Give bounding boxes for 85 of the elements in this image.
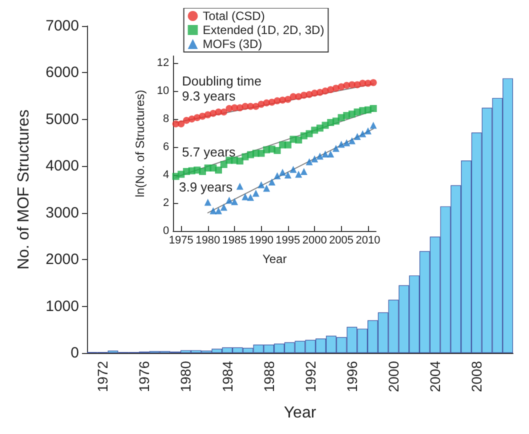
y-tick-label: 12 — [156, 57, 170, 69]
point — [322, 150, 329, 158]
x-tick-label: 1984 — [219, 360, 236, 392]
point — [284, 141, 292, 148]
y-tick-label: 6000 — [46, 64, 79, 82]
point — [220, 108, 228, 116]
x-tick-label: 1992 — [302, 360, 318, 392]
point — [220, 204, 228, 211]
y-tick-label: 2 — [163, 197, 170, 209]
point — [284, 172, 292, 178]
x-tick-label: 1985 — [222, 234, 247, 246]
x-axis-title: Year — [262, 252, 287, 266]
y-tick-label: 6 — [163, 141, 170, 153]
point — [316, 152, 324, 160]
point — [252, 102, 260, 110]
x-tick-label: 1976 — [136, 360, 152, 392]
x-tick-label: 2004 — [427, 360, 444, 392]
point — [204, 198, 212, 206]
point — [279, 168, 286, 176]
y-tick-label: 10 — [156, 85, 170, 97]
y-tick-label: 7000 — [46, 18, 79, 34]
point — [252, 190, 260, 197]
point — [364, 127, 372, 134]
point — [332, 144, 340, 152]
point — [274, 172, 281, 180]
point — [247, 194, 254, 201]
y-axis-title: No. of MOF Structures — [16, 109, 32, 270]
y-tick-label: 5000 — [46, 110, 79, 128]
point — [274, 147, 281, 154]
point — [359, 130, 366, 138]
point — [215, 207, 222, 214]
point — [327, 150, 334, 158]
x-tick-label: 1996 — [344, 360, 360, 392]
x-tick-label: 2005 — [329, 234, 354, 246]
y-tick-label: 3000 — [46, 204, 79, 222]
annotation: 3.9 years — [179, 180, 233, 194]
legend-label: Extended (1D, 2D, 3D) — [202, 23, 324, 37]
point — [370, 105, 377, 112]
point — [343, 139, 350, 146]
x-tick-label: 1975 — [168, 234, 194, 246]
x-tick-label: 1972 — [94, 360, 111, 392]
x-tick-label: 2008 — [468, 360, 485, 392]
y-tick-label: 4 — [163, 169, 170, 181]
point — [306, 158, 313, 166]
x-axis-title: Year — [284, 404, 317, 422]
point — [348, 137, 356, 144]
point — [338, 140, 345, 148]
point — [242, 193, 249, 200]
x-tick-label: 2000 — [386, 360, 402, 392]
point — [263, 184, 270, 192]
y-tick-label: 8 — [163, 113, 170, 125]
x-tick-label: 2010 — [356, 234, 380, 246]
x-tick-label: 1990 — [248, 234, 274, 246]
point — [295, 170, 302, 178]
x-tick-label: 1995 — [276, 234, 300, 246]
y-tick-label: 2000 — [46, 251, 79, 268]
point — [284, 96, 292, 103]
y-tick-label: 0 — [163, 225, 170, 237]
point — [311, 155, 318, 162]
y-axis-title: ln(No. of Structures) — [133, 90, 147, 198]
legend-label: Total (CSD) — [202, 9, 265, 23]
y-tick-label: 4000 — [46, 158, 79, 175]
point — [370, 122, 377, 129]
point — [370, 79, 377, 86]
point — [354, 133, 361, 140]
legend-label: MOFs (3D) — [202, 37, 262, 51]
point — [215, 166, 222, 174]
point — [300, 168, 308, 175]
x-tick-label: 1980 — [178, 360, 194, 392]
annotation: Doubling time — [182, 74, 262, 88]
x-tick-label: 2000 — [302, 234, 327, 246]
annotation: 9.3 years — [182, 88, 236, 104]
y-tick-label: 1000 — [46, 298, 79, 315]
y-tick-label: 0 — [70, 344, 79, 362]
x-tick-label: 1980 — [196, 234, 220, 246]
annotation: 5.7 years — [182, 144, 236, 160]
point — [236, 182, 244, 190]
point — [231, 198, 238, 206]
point — [258, 181, 265, 188]
point — [178, 120, 185, 128]
point — [226, 196, 233, 204]
point — [290, 166, 297, 173]
x-tick-label: 1988 — [260, 360, 277, 392]
point — [295, 136, 302, 144]
point — [268, 178, 276, 186]
